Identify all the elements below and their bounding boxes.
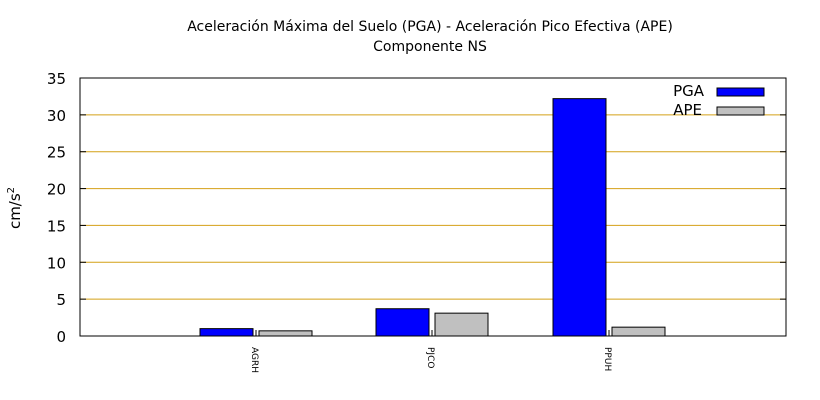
x-axis-ticks: AGRH PJCO PPUH (249, 330, 612, 373)
bar-ape-ppuh (611, 326, 666, 337)
chart-title-line-1: Aceleración Máxima del Suelo (PGA) - Ace… (187, 19, 673, 35)
legend-swatch-ape (716, 106, 765, 116)
legend-label-pga: PGA (673, 82, 705, 100)
x-tick-label-pjco: PJCO (425, 347, 435, 368)
bar-pga-ppuh (552, 98, 607, 337)
x-tick-label-ppuh: PPUH (602, 347, 612, 371)
y-tick-label: 20 (47, 181, 66, 199)
legend-swatch-pga (716, 87, 765, 97)
chart-title-line-2: Componente NS (373, 39, 487, 55)
y-axis-label-exponent: 2 (6, 187, 17, 193)
y-tick-label: 10 (47, 254, 66, 272)
legend-label-ape: APE (673, 101, 702, 119)
y-tick-label: 0 (56, 328, 66, 346)
bar-pga-agrh (199, 328, 254, 337)
plot-frame (79, 77, 787, 337)
y-tick-label: 35 (47, 70, 66, 88)
bar-pga-pjco (375, 308, 430, 337)
legend: PGA APE (673, 82, 765, 119)
y-axis-label-base: cm/s (6, 193, 24, 229)
grid-lines (80, 114, 786, 300)
bars (199, 98, 666, 337)
y-tick-label: 15 (47, 217, 66, 235)
y-axis-label: cm/s2 (6, 187, 24, 229)
y-tick-label: 25 (47, 144, 66, 162)
y-tick-label: 30 (47, 107, 66, 125)
x-tick-label-agrh: AGRH (249, 347, 259, 373)
bar-ape-pjco (434, 312, 489, 337)
bar-ape-agrh (258, 330, 313, 337)
y-tick-label: 5 (56, 291, 66, 309)
y-axis-ticks: 0 5 10 15 20 25 30 35 (47, 70, 786, 346)
